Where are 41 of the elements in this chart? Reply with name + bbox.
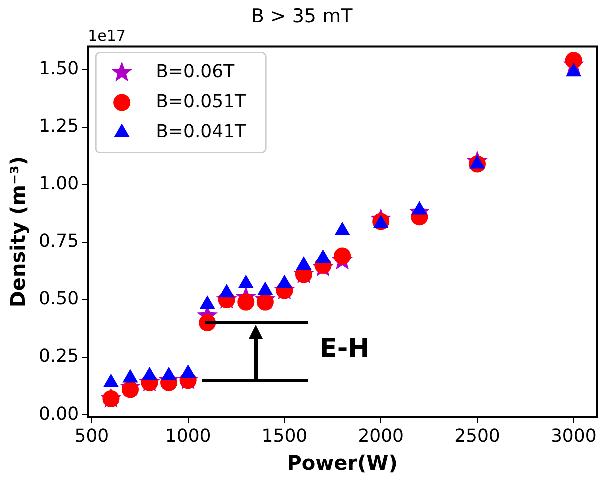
point [277,275,292,288]
point [565,52,582,70]
y-tick-label: 0.50 [39,288,80,310]
point [258,282,273,296]
point [335,222,350,236]
y-tick-label: 1.00 [39,174,80,195]
x-tick-label: 1500 [262,426,308,447]
legend-label: B=0.06T [156,61,236,82]
point [238,294,255,311]
point [238,275,254,288]
x-tick-label: 3000 [550,426,597,447]
x-tick-label: 500 [74,426,110,447]
x-tick-label: 2500 [454,426,500,447]
point [219,284,234,298]
x-axis-title: Power(W) [287,451,398,476]
x-tick-label: 2000 [358,426,404,447]
point [316,250,331,264]
point [256,294,274,311]
point [296,256,312,270]
chart-title: B > 35 mT [251,5,354,28]
point [334,248,352,265]
y-tick-label: 1.50 [39,58,80,80]
point [122,381,139,398]
point [104,374,119,388]
point [200,296,216,310]
y-tick-label: 0.00 [39,404,80,425]
x-tick-label: 1000 [165,426,212,447]
y-tick-label: 0.75 [39,231,80,252]
point [180,365,196,378]
annotation: E-H [320,334,370,364]
legend-label: B=0.051T [156,91,248,112]
y-tick-label: 0.25 [39,346,80,368]
text: 1e17 [88,27,126,46]
y-axis-title: Density (m⁻³) [6,156,30,308]
point [412,202,428,215]
point [566,64,582,77]
legend-label: B=0.041T [156,121,248,142]
y-tick-label: 1.25 [39,116,80,138]
point [162,367,176,380]
point [123,370,138,383]
point [142,367,158,380]
